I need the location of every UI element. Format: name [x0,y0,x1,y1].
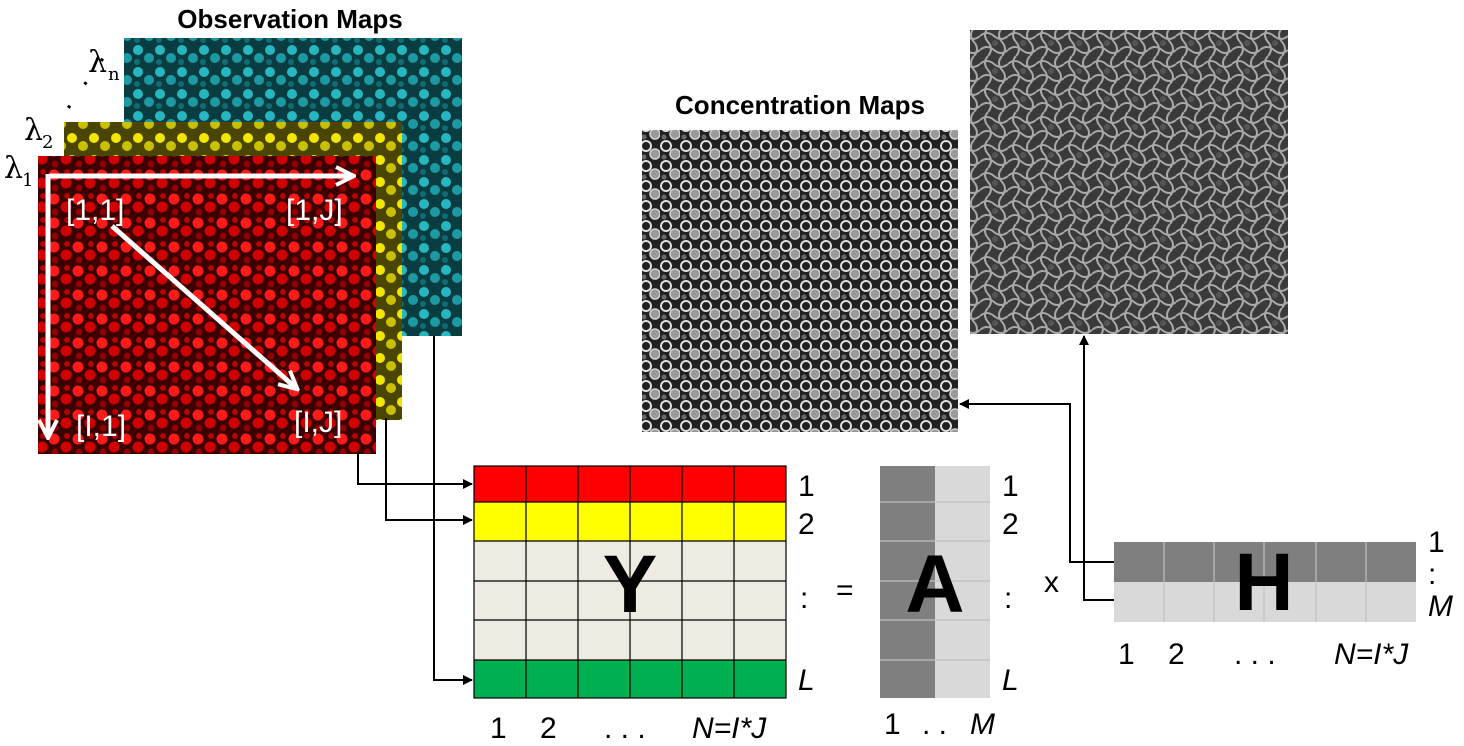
lambda-2-label: λ 2 [24,113,53,153]
diagonal-arrow [110,224,296,388]
h-col-label-1: 1 [1118,638,1135,671]
y-row-label-2: 2 [798,508,815,541]
y-col-label-1: 1 [490,712,507,745]
a-row-label-2: 2 [1002,508,1019,541]
h-row-label-1: 1 [1428,526,1445,559]
concentration-map-2 [970,30,1288,334]
connector-h-rowm-to-map2 [1079,335,1114,601]
coord-bottom-right: [I,J] [294,406,342,439]
a-col-label-1: 1 [884,708,901,741]
y-grid [473,465,787,699]
matrix-y: Y [473,465,787,699]
h-col-label-n: N=I*J [1334,638,1409,671]
coord-top-right: [1,J] [286,194,343,227]
a-column-m [935,466,990,698]
h-row-label-m: M [1428,590,1453,623]
equals-sign: = [836,574,854,607]
h-row-label-dots: : [1428,558,1436,591]
y-col-label-dots: . . . [604,712,646,745]
coord-top-left: [1,1] [66,194,124,227]
concentration-map-1 [642,130,958,432]
coord-bottom-left: [I,1] [76,410,126,443]
lambda-1-label: λ 1 [4,151,33,191]
y-col-label-n: N=I*J [692,712,767,745]
lambda-n-label: λ n [88,45,120,85]
a-grid [880,501,990,661]
a-column-1 [880,466,935,698]
observation-maps-title: Observation Maps [177,4,402,34]
a-col-label-dots: . . [922,708,947,741]
concentration-maps-title: Concentration Maps [675,90,925,120]
connectors [357,335,1114,685]
svg-text:1: 1 [22,170,33,191]
svg-text:λ: λ [4,151,23,186]
h-grid [1163,542,1367,622]
observation-map-lambda-1 [38,156,376,454]
connector-lambda1-to-row1 [357,452,473,489]
a-row-label-l: L [1002,664,1019,697]
y-row-label-dots: : [800,582,808,615]
connector-lambdan-to-rowl [433,336,473,685]
y-row-label-1: 1 [798,470,815,503]
matrix-a: A [880,466,990,698]
h-letter: H [1234,537,1293,628]
h-col-label-dots: . . . [1234,638,1276,671]
times-sign: x [1044,566,1059,599]
a-letter: A [905,539,964,630]
y-col-label-2: 2 [540,712,557,745]
matrix-h: H [1114,537,1416,628]
svg-text:n: n [108,64,120,85]
connector-lambda2-to-row2 [385,418,473,525]
svg-text:λ: λ [88,45,107,80]
connector-h-row1-to-map1 [959,399,1114,563]
svg-text:2: 2 [42,132,53,153]
svg-text:λ: λ [24,113,43,148]
y-row-label-l: L [798,664,815,697]
h-col-label-2: 2 [1168,638,1185,671]
a-row-label-dots: : [1004,582,1012,615]
a-row-label-1: 1 [1002,470,1019,503]
a-col-label-m: M [970,708,995,741]
y-letter: Y [603,539,658,630]
